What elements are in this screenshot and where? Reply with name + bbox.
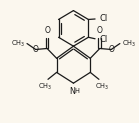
Text: Cl: Cl <box>100 14 108 23</box>
Text: CH$_3$: CH$_3$ <box>95 82 109 92</box>
Text: CH$_3$: CH$_3$ <box>122 38 136 49</box>
Text: O: O <box>44 26 50 35</box>
Text: CH$_3$: CH$_3$ <box>38 82 52 92</box>
Text: H: H <box>74 88 79 94</box>
Text: O: O <box>97 26 103 35</box>
Text: N: N <box>70 87 75 96</box>
Text: O: O <box>33 45 39 54</box>
Text: O: O <box>108 45 114 54</box>
Text: CH$_3$: CH$_3$ <box>11 38 25 49</box>
Text: Cl: Cl <box>100 35 108 44</box>
